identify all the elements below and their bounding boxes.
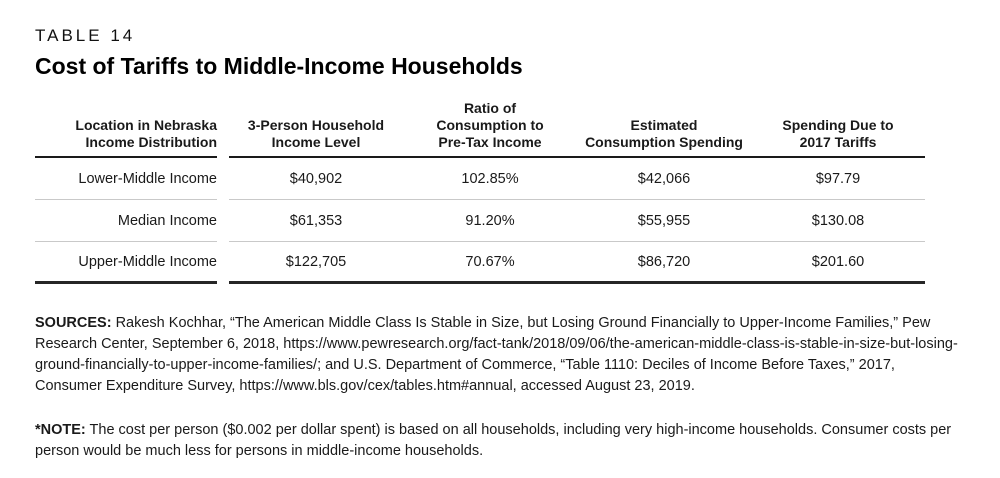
row-cells-right: $122,705 70.67% $86,720 $201.60 (229, 242, 925, 284)
table-row: Upper-Middle Income $122,705 70.67% $86,… (35, 242, 925, 284)
header-line: 2017 Tariffs (799, 134, 877, 150)
header-line: Pre-Tax Income (438, 134, 542, 150)
table-row: Median Income $61,353 91.20% $55,955 $13… (35, 200, 925, 242)
note-text: The cost per person ($0.002 per dollar s… (35, 422, 952, 459)
cell-tariff-cost: $97.79 (815, 170, 861, 187)
data-table: Location in Nebraska Income Distribution… (35, 100, 925, 284)
header-cells-right: 3-Person Household Income Level Ratio of… (229, 100, 925, 158)
cell-location: Lower-Middle Income (35, 158, 217, 200)
header-line: Spending Due to (782, 117, 894, 133)
row-cells-right: $40,902 102.85% $42,066 $97.79 (229, 158, 925, 200)
header-cell-tariffs: Spending Due to 2017 Tariffs (751, 117, 925, 151)
note-label: *NOTE: (35, 422, 86, 438)
header-line: Income Distribution (85, 134, 217, 150)
cell-location: Upper-Middle Income (35, 242, 217, 284)
header-line: Estimated (630, 117, 698, 133)
row-cells-right: $61,353 91.20% $55,955 $130.08 (229, 200, 925, 242)
cell-spending: $55,955 (637, 212, 691, 229)
sources-text: Rakesh Kochhar, “The American Middle Cla… (35, 315, 958, 394)
column-gap (217, 100, 229, 158)
cell-income: $61,353 (289, 212, 343, 229)
sources-label: SOURCES: (35, 315, 112, 331)
header-cell-location: Location in Nebraska Income Distribution (35, 100, 217, 158)
table-header-row: Location in Nebraska Income Distribution… (35, 100, 925, 158)
note-paragraph: *NOTE: The cost per person ($0.002 per d… (35, 420, 963, 462)
page-title: Cost of Tariffs to Middle-Income Househo… (35, 53, 523, 79)
table-number-label: TABLE 14 (35, 26, 136, 45)
cell-income: $40,902 (289, 170, 343, 187)
column-gap (217, 158, 229, 200)
cell-ratio: 70.67% (465, 253, 515, 270)
sources-paragraph: SOURCES: Rakesh Kochhar, “The American M… (35, 313, 963, 397)
cell-spending: $42,066 (637, 170, 691, 187)
table-row: Lower-Middle Income $40,902 102.85% $42,… (35, 158, 925, 200)
header-line: Location in Nebraska (75, 117, 217, 133)
cell-spending: $86,720 (637, 253, 691, 270)
header-cell-spending: Estimated Consumption Spending (577, 117, 751, 151)
cell-location: Median Income (35, 200, 217, 242)
cell-income: $122,705 (285, 253, 347, 270)
header-cell-location-text: Location in Nebraska Income Distribution (75, 117, 217, 151)
header-line: 3-Person Household (247, 117, 385, 133)
header-cell-ratio: Ratio of Consumption to Pre-Tax Income (403, 100, 577, 151)
table-figure: TABLE 14 Cost of Tariffs to Middle-Incom… (35, 26, 963, 462)
cell-tariff-cost: $130.08 (811, 212, 865, 229)
header-cell-income: 3-Person Household Income Level (229, 117, 403, 151)
header-line: Consumption to (436, 117, 544, 133)
header-line: Consumption Spending (585, 134, 743, 150)
cell-ratio: 102.85% (461, 170, 519, 187)
column-gap (217, 242, 229, 284)
header-line: Income Level (271, 134, 361, 150)
cell-tariff-cost: $201.60 (811, 253, 865, 270)
header-line: Ratio of (463, 100, 517, 116)
cell-ratio: 91.20% (465, 212, 515, 229)
column-gap (217, 200, 229, 242)
